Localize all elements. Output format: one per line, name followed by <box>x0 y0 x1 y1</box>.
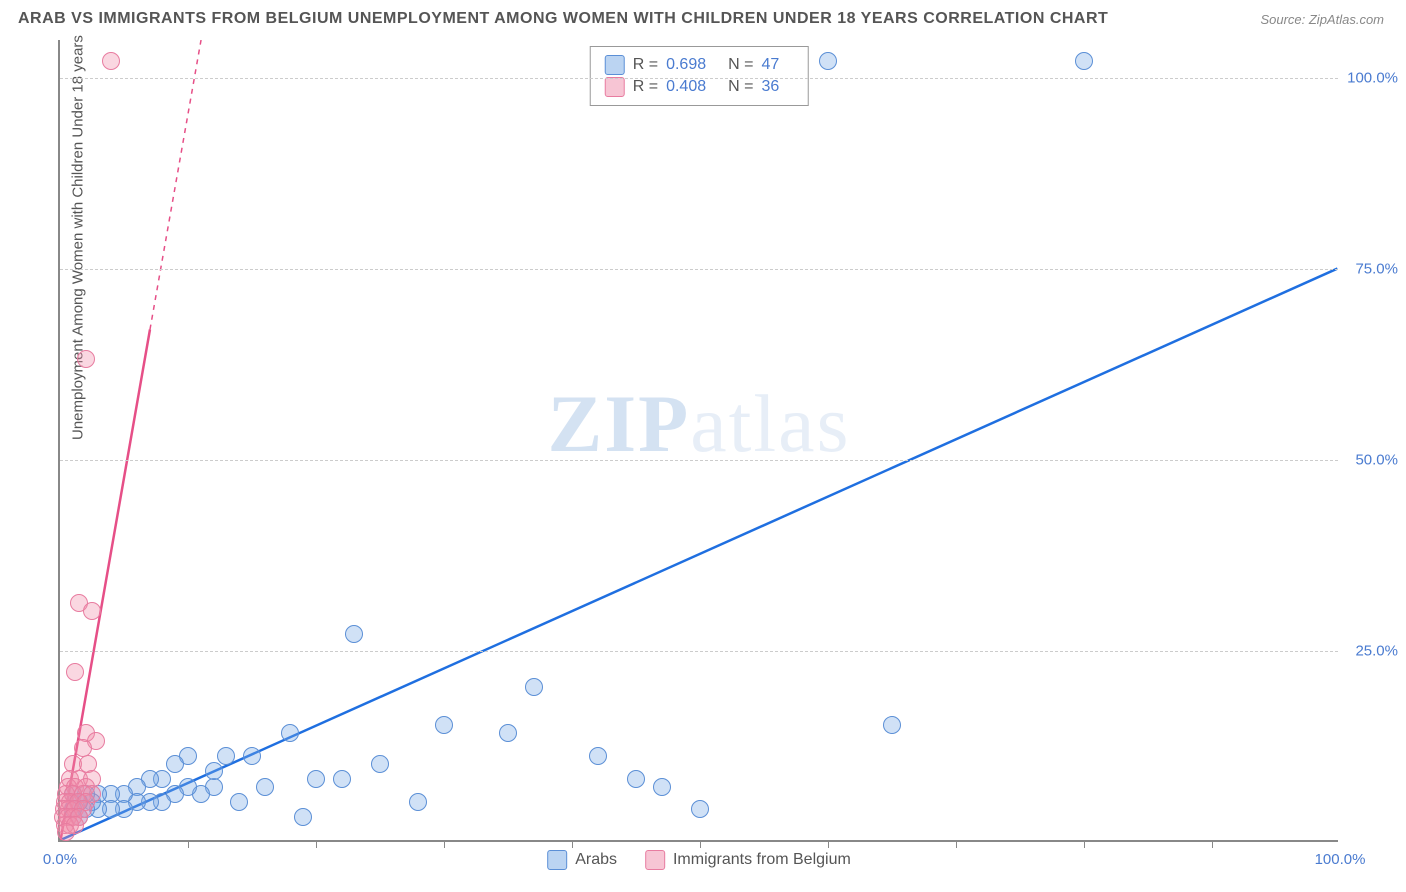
data-point-arabs <box>371 755 389 773</box>
legend-n-value-arabs: 47 <box>761 56 779 74</box>
xtick-minor <box>956 840 957 848</box>
gridline-h <box>60 460 1338 461</box>
data-point-arabs <box>525 678 543 696</box>
data-point-arabs <box>294 808 312 826</box>
legend-n-value-belgium: 36 <box>761 78 779 96</box>
data-point-arabs <box>691 800 709 818</box>
data-point-belgium <box>77 350 95 368</box>
legend-r-prefix-belgium: R = <box>633 78 658 96</box>
data-point-arabs <box>166 755 184 773</box>
xtick-minor <box>444 840 445 848</box>
data-point-arabs <box>653 778 671 796</box>
ytick-label: 75.0% <box>1355 261 1398 278</box>
xtick-minor <box>1212 840 1213 848</box>
data-point-belgium <box>57 823 75 841</box>
xtick-minor <box>572 840 573 848</box>
data-point-arabs <box>883 716 901 734</box>
trend-lines-svg <box>60 40 1338 840</box>
swatch-arabs-bottom-icon <box>547 850 567 870</box>
data-point-arabs <box>217 747 235 765</box>
data-point-arabs <box>627 770 645 788</box>
xtick-label: 100.0% <box>1315 851 1366 868</box>
legend-r-prefix-arabs: R = <box>633 56 658 74</box>
data-point-arabs <box>499 724 517 742</box>
legend-item-arabs: Arabs <box>547 850 617 870</box>
data-point-arabs <box>333 770 351 788</box>
data-point-belgium <box>83 602 101 620</box>
xtick-minor <box>828 840 829 848</box>
y-axis-label: Unemployment Among Women with Children U… <box>70 35 87 440</box>
trend-line-belgium-dashed <box>150 40 201 330</box>
data-point-arabs <box>256 778 274 796</box>
legend-n-prefix-belgium: N = <box>728 78 753 96</box>
data-point-arabs <box>307 770 325 788</box>
data-point-belgium <box>66 663 84 681</box>
legend-row-arabs: R = 0.698 N = 47 <box>605 55 794 75</box>
legend-label-arabs: Arabs <box>575 851 617 869</box>
data-point-belgium <box>102 52 120 70</box>
xtick-minor <box>1084 840 1085 848</box>
data-point-arabs <box>345 625 363 643</box>
legend-series-box: Arabs Immigrants from Belgium <box>547 850 851 870</box>
legend-row-belgium: R = 0.408 N = 36 <box>605 77 794 97</box>
swatch-belgium-bottom-icon <box>645 850 665 870</box>
ytick-label: 100.0% <box>1347 70 1398 87</box>
data-point-arabs <box>205 762 223 780</box>
legend-r-value-arabs: 0.698 <box>666 56 706 74</box>
legend-item-belgium: Immigrants from Belgium <box>645 850 851 870</box>
watermark-text: ZIPatlas <box>548 377 851 471</box>
xtick-minor <box>700 840 701 848</box>
legend-label-belgium: Immigrants from Belgium <box>673 851 851 869</box>
legend-stats-box: R = 0.698 N = 47 R = 0.408 N = 36 <box>590 46 809 106</box>
source-label: Source: ZipAtlas.com <box>1260 12 1384 27</box>
data-point-arabs <box>281 724 299 742</box>
data-point-arabs <box>1075 52 1093 70</box>
legend-n-prefix-arabs: N = <box>728 56 753 74</box>
data-point-arabs <box>409 793 427 811</box>
data-point-arabs <box>435 716 453 734</box>
gridline-h <box>60 269 1338 270</box>
xtick-minor <box>316 840 317 848</box>
watermark-light: atlas <box>690 378 850 469</box>
data-point-arabs <box>819 52 837 70</box>
data-point-arabs <box>230 793 248 811</box>
xtick-label: 0.0% <box>43 851 77 868</box>
gridline-h <box>60 78 1338 79</box>
gridline-h <box>60 651 1338 652</box>
swatch-arabs-icon <box>605 55 625 75</box>
watermark-bold: ZIP <box>548 378 691 469</box>
legend-r-value-belgium: 0.408 <box>666 78 706 96</box>
scatter-plot-area: Unemployment Among Women with Children U… <box>58 40 1338 842</box>
xtick-minor <box>188 840 189 848</box>
chart-title: ARAB VS IMMIGRANTS FROM BELGIUM UNEMPLOY… <box>18 10 1108 28</box>
data-point-arabs <box>243 747 261 765</box>
ytick-label: 50.0% <box>1355 452 1398 469</box>
swatch-belgium-icon <box>605 77 625 97</box>
data-point-arabs <box>589 747 607 765</box>
ytick-label: 25.0% <box>1355 643 1398 660</box>
